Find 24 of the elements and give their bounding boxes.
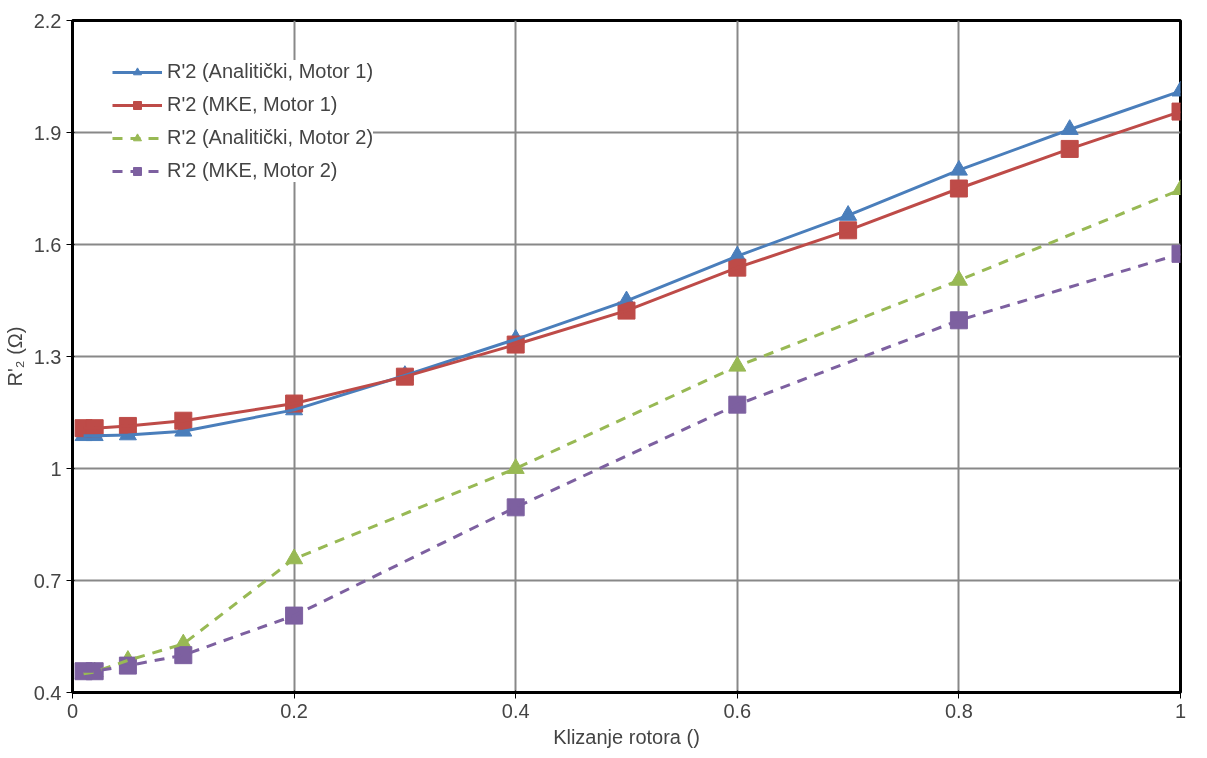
legend-label: R'2 (Analitički, Motor 1) bbox=[167, 60, 374, 83]
y-tick-label: 0.4 bbox=[33, 681, 62, 704]
legend-label: R'2 (Analitički, Motor 2) bbox=[167, 126, 374, 149]
point bbox=[285, 606, 304, 625]
y-tick-label: 0.7 bbox=[33, 569, 62, 592]
x-tick-label: 0.8 bbox=[945, 699, 973, 722]
x-axis-title: Klizanje rotora () bbox=[553, 725, 700, 748]
y-tick-label: 1 bbox=[50, 457, 62, 480]
legend-label: R'2 (MKE, Motor 1) bbox=[167, 93, 338, 116]
x-tick-label: 0 bbox=[66, 699, 79, 722]
y-tick-label: 1.3 bbox=[33, 345, 62, 368]
x-tick-label: 1 bbox=[1174, 699, 1187, 722]
point bbox=[506, 458, 525, 474]
y-tick-label: 2.2 bbox=[33, 9, 62, 32]
y-axis-title: R'₂ (Ω) bbox=[3, 326, 26, 387]
point bbox=[949, 270, 968, 286]
point bbox=[728, 395, 747, 414]
x-tick-label: 0.6 bbox=[723, 699, 752, 722]
point bbox=[949, 311, 968, 330]
legend-label: R'2 (MKE, Motor 2) bbox=[167, 159, 338, 182]
y-tick-label: 1.9 bbox=[33, 121, 62, 144]
x-tick-label: 0.4 bbox=[501, 699, 530, 722]
x-tick-label: 0.2 bbox=[280, 699, 309, 722]
y-tick-label: 1.6 bbox=[33, 233, 62, 256]
